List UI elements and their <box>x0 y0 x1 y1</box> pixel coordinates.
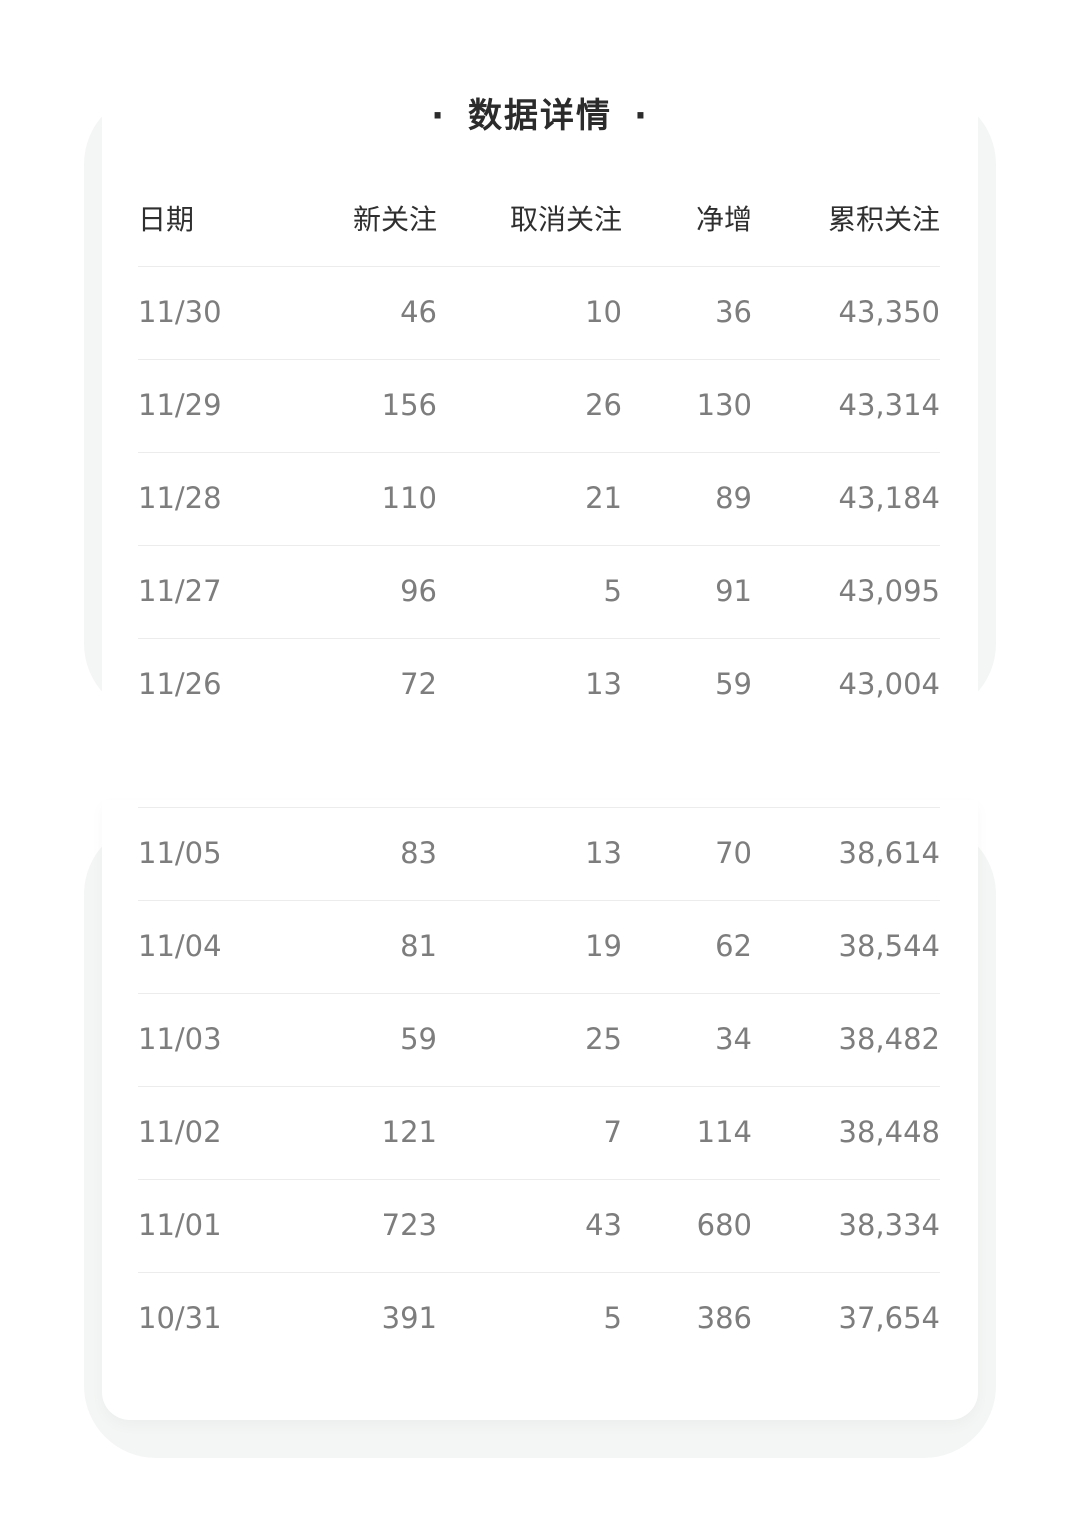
row-divider <box>138 1179 940 1180</box>
table-row: 11/30 46 10 36 43,350 <box>138 266 940 359</box>
title-text: 数据详情 <box>468 96 612 136</box>
table-row: 11/03 59 25 34 38,482 <box>138 993 940 1086</box>
cell-unfollows: 13 <box>585 836 622 870</box>
cell-date: 11/03 <box>138 1022 222 1056</box>
cell-net-gain: 386 <box>696 1301 752 1335</box>
cell-new-follows: 723 <box>381 1208 437 1242</box>
cell-total-follows: 43,314 <box>838 388 940 422</box>
cell-new-follows: 96 <box>400 574 437 608</box>
title-dot-left: · <box>431 96 446 136</box>
header-total-follows: 累积关注 <box>827 203 940 236</box>
table-row: 11/02 121 7 114 38,448 <box>138 1086 940 1179</box>
cell-unfollows: 19 <box>585 929 622 963</box>
table-row: 11/05 83 13 70 38,614 <box>138 807 940 900</box>
cell-date: 11/05 <box>138 836 222 870</box>
cell-date: 11/04 <box>138 929 222 963</box>
row-divider <box>138 545 940 546</box>
cell-total-follows: 43,184 <box>838 481 940 515</box>
page-title: · 数据详情 · <box>0 88 1080 137</box>
cell-net-gain: 62 <box>715 929 752 963</box>
cell-new-follows: 81 <box>400 929 437 963</box>
cell-new-follows: 121 <box>381 1115 437 1149</box>
cell-net-gain: 70 <box>715 836 752 870</box>
cell-total-follows: 38,334 <box>838 1208 940 1242</box>
cell-unfollows: 13 <box>585 667 622 701</box>
cell-date: 11/01 <box>138 1208 222 1242</box>
cell-new-follows: 59 <box>400 1022 437 1056</box>
cell-unfollows: 26 <box>585 388 622 422</box>
cell-new-follows: 110 <box>381 481 437 515</box>
cell-new-follows: 83 <box>400 836 437 870</box>
row-divider <box>138 266 940 267</box>
row-divider <box>138 359 940 360</box>
cell-new-follows: 391 <box>381 1301 437 1335</box>
cell-date: 11/26 <box>138 667 222 701</box>
cell-net-gain: 34 <box>715 1022 752 1056</box>
cell-total-follows: 38,544 <box>838 929 940 963</box>
cell-net-gain: 114 <box>696 1115 752 1149</box>
table-row: 11/27 96 5 91 43,095 <box>138 545 940 638</box>
cell-unfollows: 25 <box>585 1022 622 1056</box>
row-divider <box>138 900 940 901</box>
table-row: 11/26 72 13 59 43,004 <box>138 638 940 731</box>
cell-net-gain: 680 <box>696 1208 752 1242</box>
cell-total-follows: 43,095 <box>838 574 940 608</box>
title-dot-right: · <box>634 96 649 136</box>
row-divider <box>138 638 940 639</box>
cell-unfollows: 7 <box>603 1115 622 1149</box>
cell-net-gain: 130 <box>696 388 752 422</box>
cell-date: 11/27 <box>138 574 222 608</box>
table-row: 11/04 81 19 62 38,544 <box>138 900 940 993</box>
row-divider <box>138 452 940 453</box>
cell-new-follows: 72 <box>400 667 437 701</box>
cell-total-follows: 38,614 <box>838 836 940 870</box>
table-panel-bottom <box>102 800 978 1420</box>
cell-date: 11/30 <box>138 295 222 329</box>
table-header-row: 日期 新关注 取消关注 净增 累积关注 <box>138 173 940 266</box>
table-row: 11/01 723 43 680 38,334 <box>138 1179 940 1272</box>
cell-date: 11/28 <box>138 481 222 515</box>
cell-new-follows: 156 <box>381 388 437 422</box>
header-date: 日期 <box>138 203 195 236</box>
cell-total-follows: 43,350 <box>838 295 940 329</box>
cell-unfollows: 5 <box>603 1301 622 1335</box>
table-row: 10/31 391 5 386 37,654 <box>138 1272 940 1365</box>
cell-new-follows: 46 <box>400 295 437 329</box>
row-divider <box>138 807 940 808</box>
cell-unfollows: 43 <box>585 1208 622 1242</box>
cell-date: 11/02 <box>138 1115 222 1149</box>
row-divider <box>138 1272 940 1273</box>
table-row: 11/29 156 26 130 43,314 <box>138 359 940 452</box>
cell-net-gain: 59 <box>715 667 752 701</box>
row-divider <box>138 993 940 994</box>
cell-total-follows: 38,448 <box>838 1115 940 1149</box>
cell-total-follows: 43,004 <box>838 667 940 701</box>
header-net-gain: 净增 <box>695 203 752 236</box>
cell-unfollows: 10 <box>585 295 622 329</box>
cell-total-follows: 37,654 <box>838 1301 940 1335</box>
cell-total-follows: 38,482 <box>838 1022 940 1056</box>
cell-date: 11/29 <box>138 388 222 422</box>
cell-date: 10/31 <box>138 1301 222 1335</box>
header-new-follows: 新关注 <box>352 203 437 236</box>
cell-unfollows: 5 <box>603 574 622 608</box>
cell-net-gain: 91 <box>715 574 752 608</box>
cell-unfollows: 21 <box>585 481 622 515</box>
header-unfollows: 取消关注 <box>509 203 622 236</box>
cell-net-gain: 36 <box>715 295 752 329</box>
table-row: 11/28 110 21 89 43,184 <box>138 452 940 545</box>
row-divider <box>138 1086 940 1087</box>
cell-net-gain: 89 <box>715 481 752 515</box>
table-panel-top <box>102 60 978 736</box>
